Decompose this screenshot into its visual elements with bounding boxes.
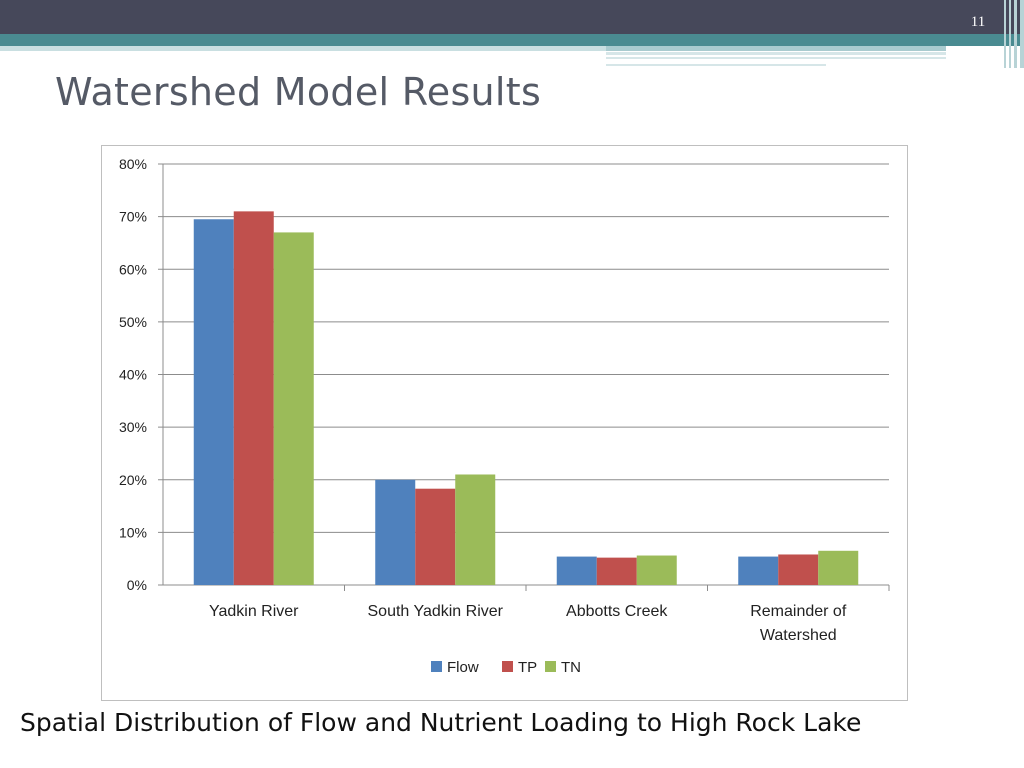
y-tick-label: 30% — [119, 419, 147, 435]
bar-tn — [636, 555, 677, 585]
y-tick-label: 20% — [119, 472, 147, 488]
x-category-label: Yadkin River — [209, 603, 299, 620]
y-tick-label: 50% — [119, 314, 147, 330]
decor-vline — [1014, 0, 1017, 68]
legend-label-tp: TP — [518, 659, 537, 676]
bar-tp — [596, 557, 637, 585]
y-tick-label: 0% — [127, 577, 147, 593]
y-tick-label: 40% — [119, 367, 147, 383]
header-dark-bar — [0, 0, 1024, 34]
x-category-label: South Yadkin River — [368, 603, 504, 620]
header-teal-bar — [0, 34, 1024, 46]
legend-label-flow: Flow — [447, 659, 479, 676]
decor-stripe — [606, 64, 826, 66]
header-light-stripe — [0, 46, 606, 51]
y-tick-label: 60% — [119, 261, 147, 277]
decor-stripe — [606, 52, 946, 55]
header-light-stripe-right — [606, 46, 946, 51]
page-title: Watershed Model Results — [55, 70, 542, 114]
decor-vline — [1004, 0, 1006, 68]
bar-tn — [273, 232, 314, 585]
bar-flow — [375, 479, 416, 585]
bar-chart: 0% 10% 20% 30% 40% 50% 60% 70% 80% Yadkin River So… — [119, 156, 890, 676]
bar-flow — [738, 556, 779, 585]
decor-vline — [1009, 0, 1011, 68]
bar-flow — [193, 219, 234, 585]
y-tick-label: 10% — [119, 524, 147, 540]
bar-tp — [233, 211, 274, 586]
legend-swatch-tn — [545, 661, 556, 672]
y-tick-label: 70% — [119, 209, 147, 225]
slide-caption: Spatial Distribution of Flow and Nutrien… — [20, 708, 862, 737]
bar-tn — [818, 550, 859, 585]
decor-vline — [1020, 0, 1024, 68]
bar-tn — [455, 474, 496, 585]
x-category-label: Remainder of — [750, 603, 847, 620]
chart-area: 0% 10% 20% 30% 40% 50% 60% 70% 80% Yadkin River So… — [101, 145, 908, 701]
bar-flow — [556, 556, 597, 585]
slide-number: 11 — [970, 14, 986, 30]
y-tick-label: 80% — [119, 156, 147, 172]
x-category-label: Watershed — [760, 627, 837, 644]
decor-stripe — [606, 57, 946, 59]
legend-label-tn: TN — [561, 659, 581, 676]
legend-swatch-tp — [502, 661, 513, 672]
x-category-label: Abbotts Creek — [566, 603, 668, 620]
legend-swatch-flow — [431, 661, 442, 672]
bar-tp — [415, 488, 456, 585]
bar-tp — [778, 554, 819, 585]
